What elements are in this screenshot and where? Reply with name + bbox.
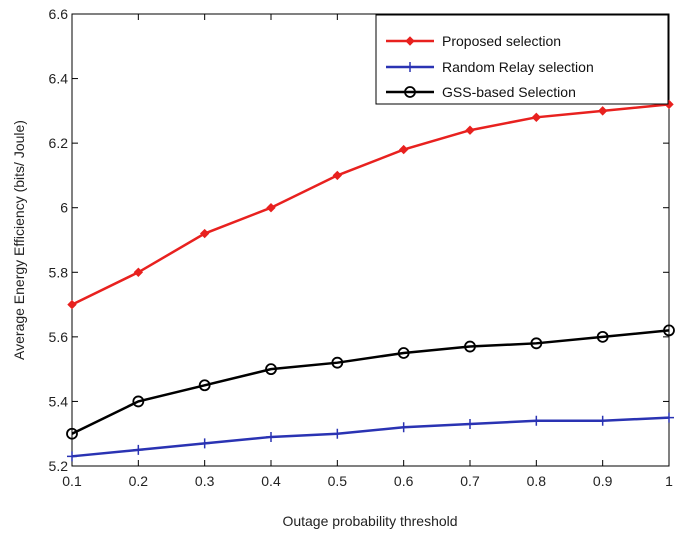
y-tick-label: 6.4	[49, 71, 69, 87]
legend-entry-label: Proposed selection	[442, 33, 561, 49]
x-tick-label: 1	[665, 473, 673, 489]
data-point	[265, 363, 277, 376]
x-axis-label: Outage probability threshold	[282, 513, 457, 529]
data-point	[66, 427, 78, 440]
data-point	[663, 324, 675, 337]
y-tick-label: 6.2	[49, 135, 69, 151]
legend: Proposed selection Random Relay selection…	[375, 14, 669, 105]
x-tick-label: 0.7	[460, 473, 480, 489]
x-tick-label: 0.2	[129, 473, 149, 489]
data-point	[531, 415, 542, 426]
x-tick-label: 0.3	[195, 473, 215, 489]
x-tick-label: 0.4	[261, 473, 281, 489]
series-line	[71, 103, 670, 306]
data-point	[397, 347, 410, 359]
y-tick-label: 5.8	[49, 264, 69, 280]
legend-entry-label: GSS-based Selection	[442, 84, 576, 100]
data-point	[464, 340, 476, 353]
legend-entry-label: Random Relay selection	[442, 59, 594, 75]
series-line	[71, 329, 670, 435]
legend-box	[375, 14, 669, 105]
data-point	[133, 267, 144, 277]
data-point	[199, 438, 210, 449]
y-tick-label: 5.2	[49, 458, 69, 474]
data-point	[266, 431, 276, 442]
data-point	[67, 299, 77, 310]
data-point	[398, 422, 409, 433]
x-tick-label: 0.9	[593, 473, 613, 489]
data-point	[597, 415, 608, 426]
y-tick-label: 5.6	[49, 329, 69, 345]
data-point	[531, 112, 542, 123]
data-point	[199, 228, 210, 239]
data-point	[67, 451, 77, 462]
series-1	[67, 412, 674, 462]
series-0	[67, 99, 674, 310]
data-point	[465, 125, 475, 135]
data-point	[465, 419, 475, 430]
series-line	[71, 416, 670, 458]
data-point	[266, 203, 276, 213]
data-point	[331, 356, 344, 369]
axis-ticks: 0.1 0.2 0.3 0.4 0.5 0.6 0.7 0.8 0.9 1 5.2 5.4 5.6 5.8…	[49, 6, 674, 489]
data-point	[405, 62, 415, 72]
data-point	[530, 337, 543, 350]
x-tick-label: 0.5	[328, 473, 348, 489]
series-2	[66, 324, 675, 440]
data-point	[332, 170, 343, 181]
x-tick-label: 0.6	[394, 473, 414, 489]
data-point	[332, 428, 343, 439]
y-tick-label: 6	[60, 200, 68, 216]
data-point	[596, 330, 609, 343]
x-tick-label: 0.1	[62, 473, 82, 489]
data-point	[132, 395, 145, 408]
y-tick-label: 5.4	[49, 393, 69, 409]
data-point	[404, 86, 416, 98]
data-point	[398, 144, 409, 155]
data-point	[133, 444, 144, 455]
data-point	[597, 106, 608, 116]
series-layer	[66, 99, 675, 462]
data-point	[198, 379, 211, 392]
data-point	[664, 412, 674, 423]
x-tick-label: 0.8	[527, 473, 547, 489]
data-point	[405, 36, 415, 46]
y-tick-label: 6.6	[49, 6, 69, 22]
y-axis-label: Average Energy Efficiency (bits/ Joule)	[11, 120, 27, 360]
